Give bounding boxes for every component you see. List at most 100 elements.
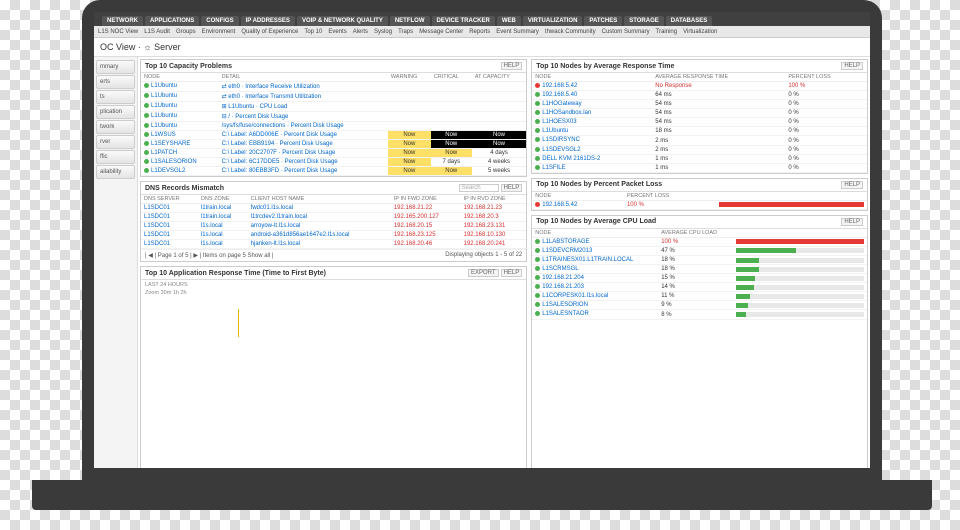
cpu-load-table: NODEAVERAGE CPU LOADL1LABSTORAGE100 %L1S… xyxy=(532,229,867,320)
table-row[interactable]: L1Ubuntu⇄ eth0 · Interface Receive Utili… xyxy=(141,82,526,92)
topnav-item[interactable]: DATABASES xyxy=(666,16,712,26)
table-row[interactable]: L1TRAINESX01.L1TRAIN.LOCAL18 % xyxy=(532,256,867,265)
subnav-item[interactable]: Groups xyxy=(176,29,196,35)
table-row[interactable]: DELL KVM 2161DS-21 ms0 % xyxy=(532,154,867,163)
status-dot xyxy=(535,257,540,262)
topnav-item[interactable]: APPLICATIONS xyxy=(145,16,199,26)
sidebar-item[interactable]: ffic xyxy=(96,150,135,164)
table-row[interactable]: L1Ubuntu⊟ / · Percent Disk Usage xyxy=(141,112,526,122)
topnav-item[interactable]: IP ADDRESSES xyxy=(241,16,295,26)
subnav-item[interactable]: Training xyxy=(656,29,677,35)
table-row[interactable]: 192.168.5.4064 ms0 % xyxy=(532,91,867,100)
subnav-item[interactable]: thwack Community xyxy=(545,29,596,35)
sidebar-item[interactable]: ts xyxy=(96,90,135,104)
pager-left[interactable]: | ◀ | Page 1 of 5 | ▶ | Items on page 5 … xyxy=(145,252,273,259)
sidebar-item[interactable]: ailability xyxy=(96,165,135,179)
subnav-item[interactable]: Reports xyxy=(469,29,490,35)
table-row[interactable]: L1WSUSC:\ Label: A6DD006E · Percent Disk… xyxy=(141,131,526,140)
status-dot xyxy=(144,93,149,98)
sub-nav: L1S NOC View L1S Audit Groups Environment Qu… xyxy=(94,26,870,38)
help-button[interactable]: HELP xyxy=(841,62,863,70)
topnav-item[interactable]: PATCHES xyxy=(584,16,622,26)
subnav-item[interactable]: Environment xyxy=(202,29,236,35)
table-row[interactable]: L1SDC01l1s.localarroyow-lt.l1s.local192.… xyxy=(141,222,526,231)
help-button[interactable]: HELP xyxy=(501,269,523,277)
status-dot xyxy=(535,92,540,97)
sidebar-item[interactable]: plication xyxy=(96,105,135,119)
subnav-item[interactable]: L1S NOC View xyxy=(98,29,138,35)
table-row[interactable]: L1SALESNTAOR8 % xyxy=(532,310,867,319)
subnav-item[interactable]: Syslog xyxy=(374,29,392,35)
table-row[interactable]: L1SEYSHAREC:\ Label: EBB9194 · Percent D… xyxy=(141,140,526,149)
table-row[interactable]: L1SCRMSGL18 % xyxy=(532,265,867,274)
table-row[interactable]: L1SALESORIONC:\ Label: 6C17DDE5 · Percen… xyxy=(141,158,526,167)
table-row[interactable]: L1SDC01l1s.localandroid-a361d856ae1647e2… xyxy=(141,231,526,240)
table-row[interactable]: L1SDEVSGL22 ms0 % xyxy=(532,145,867,154)
status-dot xyxy=(535,101,540,106)
topnav-item[interactable]: NETWORK xyxy=(102,16,143,26)
topnav-item[interactable]: CONFIGS xyxy=(201,16,238,26)
table-row[interactable]: L1Ubuntu⊞ L1Ubuntu · CPU Load xyxy=(141,102,526,112)
table-row[interactable]: 192.168.21.20314 % xyxy=(532,283,867,292)
topnav-item[interactable]: WEB xyxy=(497,16,521,26)
subnav-item[interactable]: Top 10 xyxy=(304,29,322,35)
sidebar-item[interactable]: erts xyxy=(96,75,135,89)
table-row[interactable]: L1HOSandbox.lan54 ms0 % xyxy=(532,109,867,118)
table-row[interactable]: L1PATCHC:\ Label: 20C2707F · Percent Dis… xyxy=(141,149,526,158)
table-row[interactable]: L1DEVSGL2C:\ Label: 80EBB3FD · Percent D… xyxy=(141,167,526,176)
help-button[interactable]: HELP xyxy=(501,62,523,70)
table-row[interactable]: L1SFILE1 ms0 % xyxy=(532,163,867,172)
status-dot xyxy=(144,159,149,164)
table-row[interactable]: 192.168.5.42100 % xyxy=(532,200,867,209)
sidebar-item[interactable]: mmary xyxy=(96,60,135,74)
table-row[interactable]: L1LABSTORAGE100 % xyxy=(532,237,867,246)
table-row[interactable]: L1CORPESK01.l1s.local11 % xyxy=(532,292,867,301)
table-row[interactable]: L1Ubuntu/sys/fs/fuse/connections · Perce… xyxy=(141,122,526,131)
app-rt-panel: Top 10 Application Response Time (Time t… xyxy=(140,266,527,468)
subnav-item[interactable]: Events xyxy=(328,29,346,35)
help-button[interactable]: HELP xyxy=(501,184,523,192)
topnav-item[interactable]: VIRTUALIZATION xyxy=(523,16,583,26)
table-row[interactable]: L1HOESX0354 ms0 % xyxy=(532,118,867,127)
sidebar-item[interactable]: twork xyxy=(96,120,135,134)
subnav-item[interactable]: L1S Audit xyxy=(144,29,170,35)
export-button[interactable]: EXPORT xyxy=(468,269,499,277)
table-row[interactable]: L1Ubuntu18 ms0 % xyxy=(532,127,867,136)
table-row[interactable]: L1SDC01l1train.localfwdc01.l1s.local192.… xyxy=(141,204,526,213)
dns-panel: DNS Records Mismatch Search HELP DNS SER… xyxy=(140,181,527,262)
table-row[interactable]: L1SDIRSYNC2 ms0 % xyxy=(532,136,867,145)
table-row[interactable]: L1Ubuntu⇄ eth0 · Interface Transmit Util… xyxy=(141,92,526,102)
sidebar-item[interactable]: rver xyxy=(96,135,135,149)
table-row[interactable]: 192.168.5.42No Response100 % xyxy=(532,82,867,91)
topnav-item[interactable]: VOIP & NETWORK QUALITY xyxy=(297,16,388,26)
subnav-item[interactable]: Quality of Experience xyxy=(241,29,298,35)
table-row[interactable]: 192.168.21.20415 % xyxy=(532,274,867,283)
subnav-item[interactable]: Traps xyxy=(398,29,413,35)
topnav-item[interactable]: DEVICE TRACKER xyxy=(432,16,495,26)
subnav-item[interactable]: Event Summary xyxy=(496,29,539,35)
table-row[interactable]: L1SALESORION9 % xyxy=(532,301,867,310)
table-row[interactable]: L1HOGateway54 ms0 % xyxy=(532,100,867,109)
table-row[interactable]: L1SDC01l1s.localhjanken-lt.l1s.local192.… xyxy=(141,240,526,249)
table-row[interactable]: L1SDC01l1train.locall1trcdev2.l1train.lo… xyxy=(141,213,526,222)
bezel: NETWORKAPPLICATIONSCONFIGSIP ADDRESSESVO… xyxy=(82,0,882,480)
dns-title: DNS Records Mismatch xyxy=(145,185,224,192)
zoom-controls[interactable]: Zoom 30m 1h 2h xyxy=(145,290,522,296)
table-row[interactable]: L1SDEVCRM201347 % xyxy=(532,246,867,255)
subnav-item[interactable]: Alerts xyxy=(353,29,368,35)
subnav-item[interactable]: Message Center xyxy=(419,29,463,35)
topnav-item[interactable]: STORAGE xyxy=(624,16,664,26)
page-title: OC View · ☼ Server xyxy=(94,38,870,57)
packet-loss-table: NODEPERCENT LOSS192.168.5.42100 % xyxy=(532,192,867,210)
help-button[interactable]: HELP xyxy=(841,218,863,226)
status-dot xyxy=(144,132,149,137)
topnav-item[interactable]: NETFLOW xyxy=(390,16,430,26)
status-dot xyxy=(144,150,149,155)
subnav-item[interactable]: Virtualization xyxy=(683,29,717,35)
help-button[interactable]: HELP xyxy=(841,181,863,189)
response-time-panel: Top 10 Nodes by Average Response Time HE… xyxy=(531,59,868,174)
search-input[interactable]: Search xyxy=(459,184,499,192)
subnav-item[interactable]: Custom Summary xyxy=(602,29,650,35)
pager-right: Displaying objects 1 - 5 of 22 xyxy=(445,252,522,259)
dns-pager[interactable]: | ◀ | Page 1 of 5 | ▶ | Items on page 5 … xyxy=(141,249,526,261)
